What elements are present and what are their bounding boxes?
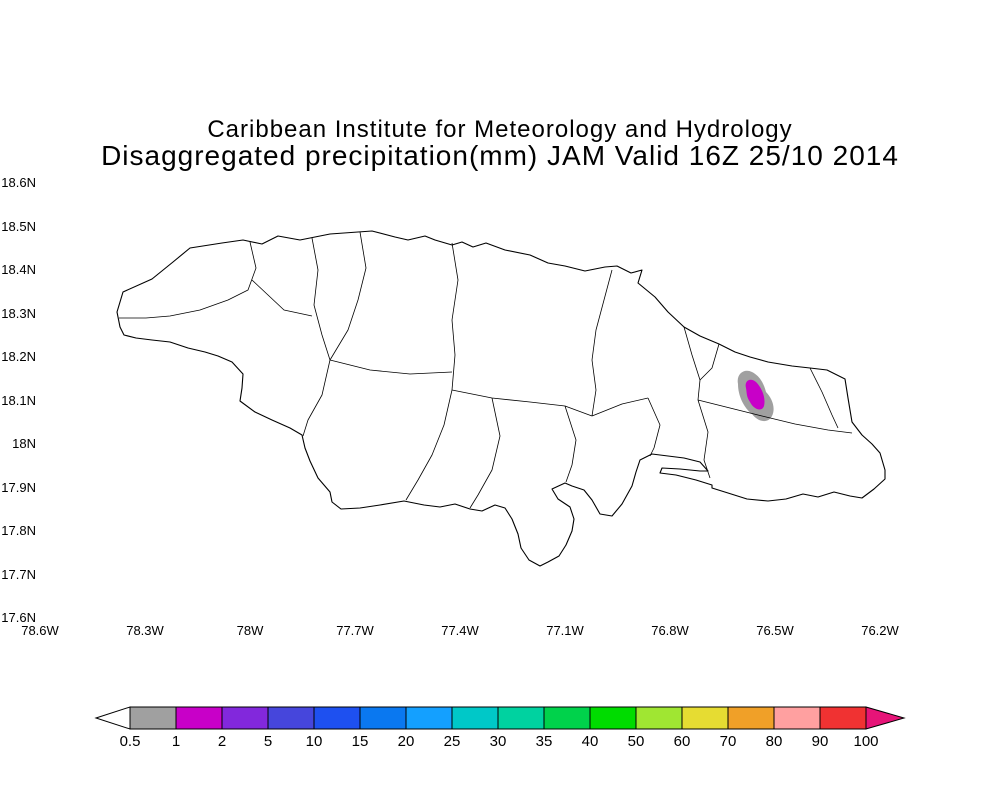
colorbar-segment: [313, 706, 361, 730]
y-axis-label: 18.4N: [1, 262, 36, 277]
colorbar-label: 1: [171, 733, 181, 750]
colorbar-label: 5: [263, 733, 273, 750]
colorbar-segment: [681, 706, 729, 730]
product-title: Disaggregated precipitation(mm) JAM Vali…: [101, 140, 899, 171]
colorbar-label: 80: [765, 733, 783, 750]
x-axis-label: 77.4W: [441, 623, 479, 638]
parish-boundary: [329, 231, 367, 361]
colorbar-label: 2: [217, 733, 227, 750]
parish-boundary: [451, 242, 459, 391]
colorbar-segment: [819, 706, 867, 730]
y-axis-label: 18.3N: [1, 306, 36, 321]
colorbar: [94, 706, 906, 730]
y-axis-label: 18.2N: [1, 349, 36, 364]
institution-title: Caribbean Institute for Meteorology and …: [207, 116, 793, 143]
y-axis-label: 17.7N: [1, 567, 36, 582]
colorbar-segment: [543, 706, 591, 730]
x-axis-label: 76.8W: [651, 623, 689, 638]
x-axis-label: 76.2W: [861, 623, 899, 638]
precip-area-inner: [745, 379, 765, 410]
y-axis-label: 18.5N: [1, 219, 36, 234]
colorbar-label: 0.5: [119, 733, 141, 750]
colorbar-label: 60: [673, 733, 691, 750]
colorbar-segment: [221, 706, 269, 730]
x-axis-label: 77.1W: [546, 623, 584, 638]
colorbar-segment: [267, 706, 315, 730]
colorbar-segment: [497, 706, 545, 730]
parish-boundary: [451, 389, 593, 417]
colorbar-segment: [635, 706, 683, 730]
colorbar-segment: [359, 706, 407, 730]
parish-boundary: [697, 399, 853, 434]
colorbar-label: 25: [443, 733, 461, 750]
parish-boundary: [591, 269, 613, 417]
x-axis-label: 77.7W: [336, 623, 374, 638]
x-axis-label: 78W: [236, 623, 264, 638]
y-axis-label: 18N: [12, 436, 36, 451]
y-axis-label: 18.1N: [1, 393, 36, 408]
colorbar-segment: [727, 706, 775, 730]
parish-boundary: [405, 389, 453, 501]
parish-boundary: [119, 241, 257, 319]
colorbar-segment: [405, 706, 453, 730]
colorbar-label: 20: [397, 733, 415, 750]
parish-boundary: [329, 359, 453, 375]
colorbar-label: 40: [581, 733, 599, 750]
colorbar-label: 30: [489, 733, 507, 750]
parish-boundary: [591, 397, 649, 417]
colorbar-segment: [129, 706, 177, 730]
colorbar-label: 10: [305, 733, 323, 750]
colorbar-label: 35: [535, 733, 553, 750]
y-axis-label: 17.9N: [1, 480, 36, 495]
y-axis-label: 18.6N: [1, 175, 36, 190]
parish-boundary: [251, 279, 313, 317]
colorbar-right-arrow: [865, 706, 906, 730]
colorbar-segment: [773, 706, 821, 730]
colorbar-label: 50: [627, 733, 645, 750]
y-axis-label: 17.6N: [1, 610, 36, 625]
x-axis-label: 78.3W: [126, 623, 164, 638]
colorbar-label: 100: [853, 733, 879, 750]
x-axis-label: 78.6W: [21, 623, 59, 638]
parish-boundary: [809, 367, 839, 429]
colorbar-label: 70: [719, 733, 737, 750]
x-axis-label: 76.5W: [756, 623, 794, 638]
colorbar-segment: [175, 706, 223, 730]
parish-boundary: [699, 343, 720, 381]
colorbar-segment: [451, 706, 499, 730]
jamaica-map: [116, 230, 886, 567]
colorbar-label: 90: [811, 733, 829, 750]
colorbar-label: 15: [351, 733, 369, 750]
parish-boundary: [469, 397, 501, 509]
parish-boundary: [302, 237, 331, 437]
parish-boundary: [697, 399, 711, 479]
parish-boundary: [564, 405, 577, 483]
colorbar-segment: [589, 706, 637, 730]
parish-boundary: [647, 397, 661, 457]
colorbar-left-arrow: [94, 706, 131, 730]
coastline: [116, 230, 886, 567]
parish-boundary: [683, 326, 701, 401]
y-axis-label: 17.8N: [1, 523, 36, 538]
